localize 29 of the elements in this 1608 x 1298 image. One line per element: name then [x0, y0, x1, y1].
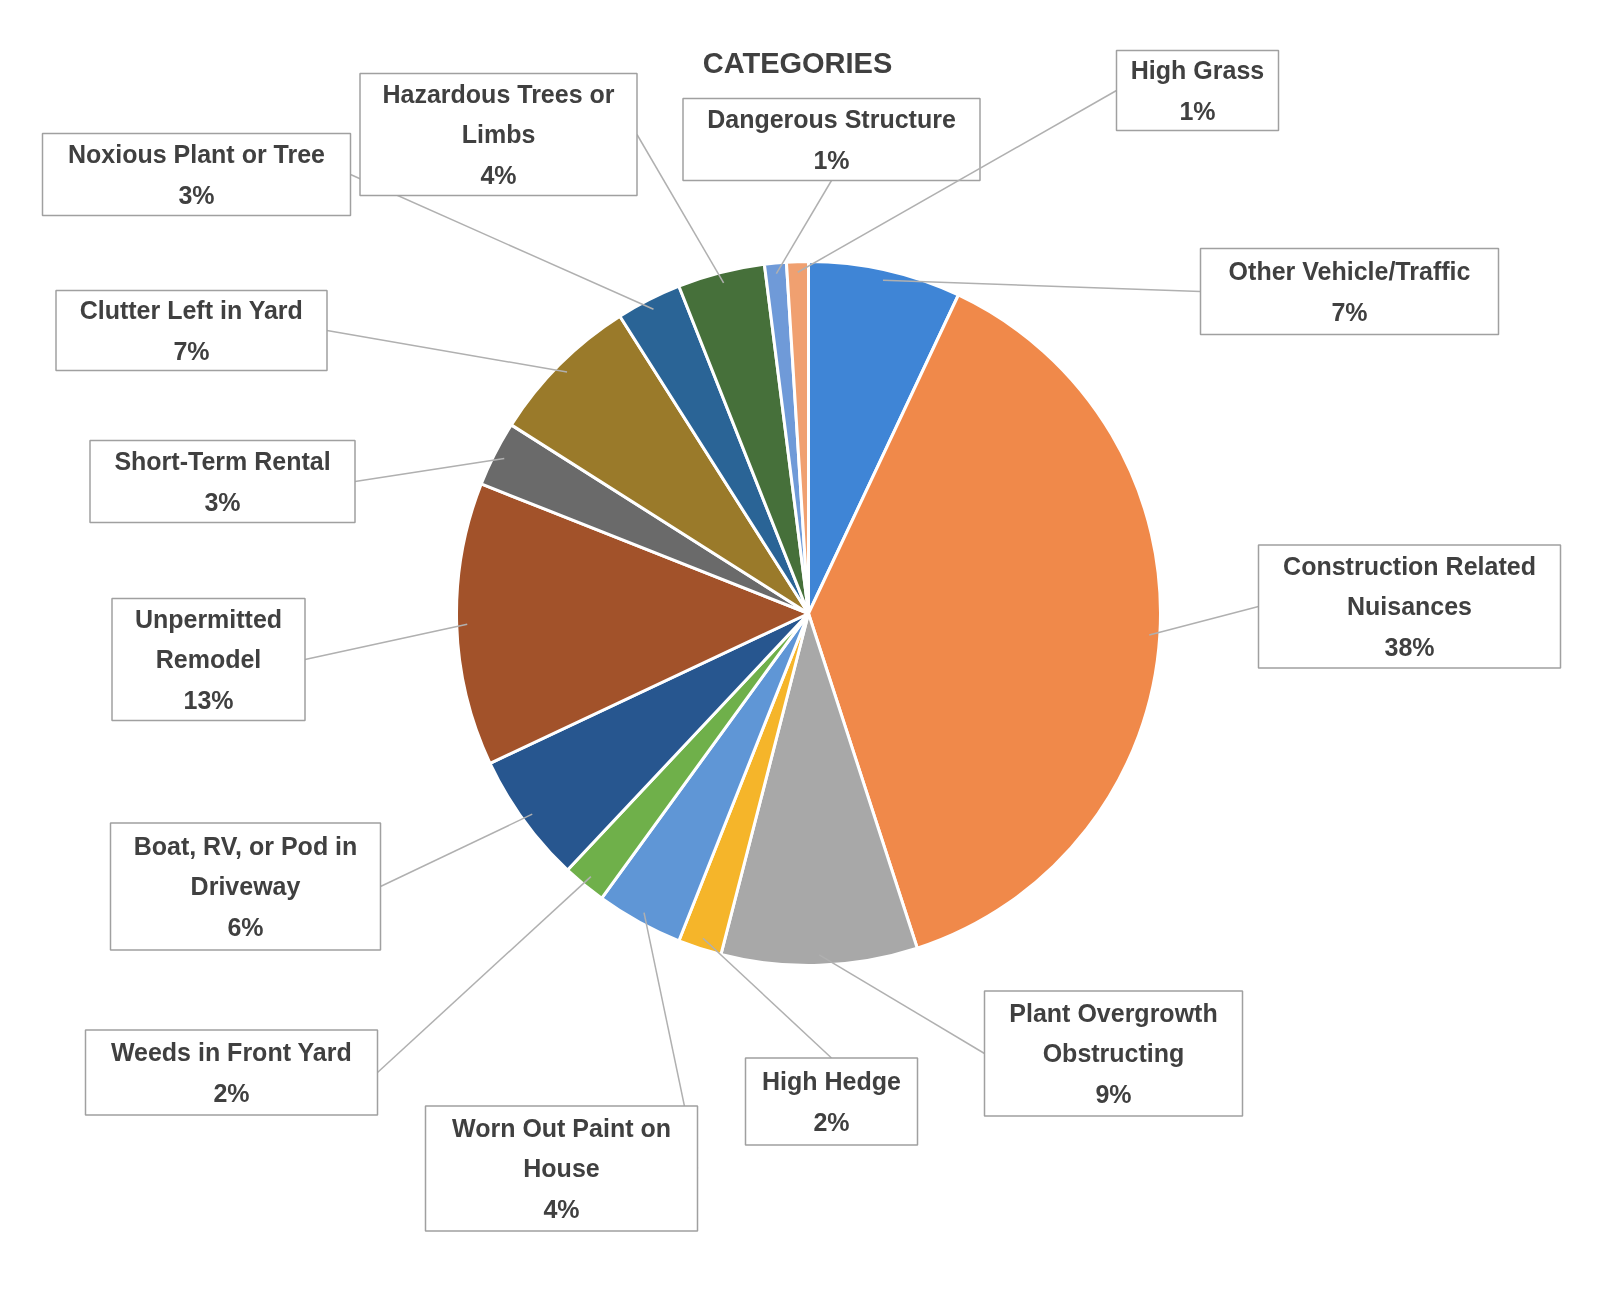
data-label: 4% — [480, 161, 517, 190]
data-label: 3% — [178, 180, 215, 209]
slice-label: Plant Overgrowth Obstructing — [1009, 998, 1218, 1068]
slice-label: Other Vehicle/Traffic — [1228, 257, 1471, 286]
slice-label: Short-Term Rental — [114, 447, 331, 476]
data-label: 13% — [183, 686, 234, 715]
data-label: 4% — [543, 1195, 580, 1224]
slice-label: Clutter Left in Yard — [79, 296, 303, 325]
data-label: 7% — [173, 336, 210, 365]
data-label: 9% — [1095, 1080, 1132, 1109]
slice-label: High Hedge — [762, 1067, 902, 1096]
data-label: 2% — [813, 1107, 850, 1136]
slice-label: High Grass — [1130, 56, 1265, 85]
data-label: 1% — [1179, 96, 1216, 125]
slice-label: Noxious Plant or Tree — [68, 140, 326, 169]
data-label: 2% — [213, 1078, 250, 1107]
data-label: 38% — [1384, 633, 1435, 662]
data-label: 6% — [227, 913, 264, 942]
slice-label: Worn Out Paint on House — [452, 1113, 671, 1183]
slice-label: Boat, RV, or Pod in Driveway — [133, 831, 358, 901]
slice-label: Dangerous Structure — [707, 105, 956, 134]
slice-label: Unpermitted Remodel — [134, 604, 283, 674]
chart-title: CATEGORIES — [702, 46, 893, 79]
slice-label: Construction Related Nuisances — [1283, 551, 1536, 621]
data-label: 7% — [1331, 297, 1368, 326]
data-label: 3% — [204, 487, 241, 516]
data-label: 1% — [813, 145, 850, 174]
slice-label: Hazardous Trees or Limbs — [382, 79, 615, 149]
slice-label: Weeds in Front Yard — [110, 1038, 352, 1067]
